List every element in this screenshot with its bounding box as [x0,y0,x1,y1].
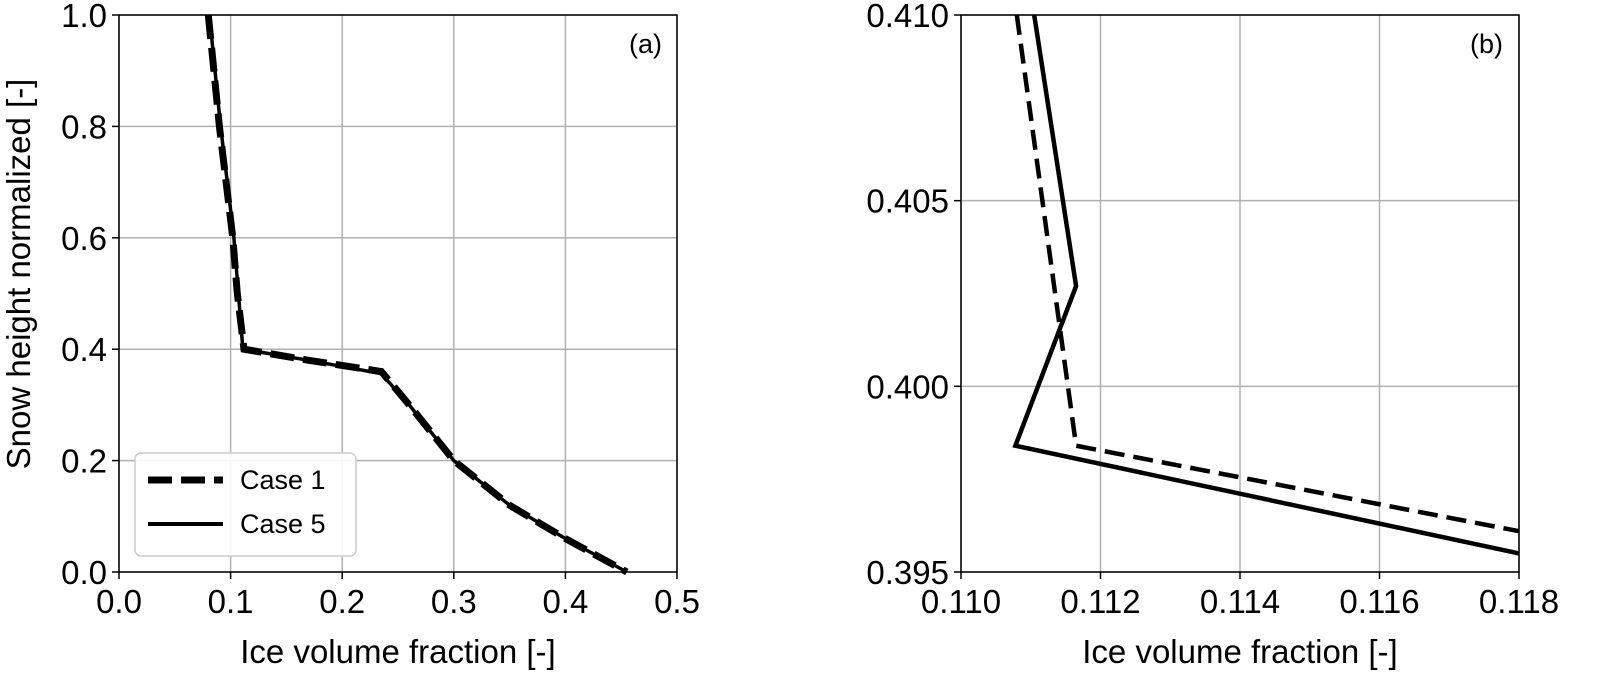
legend: Case 1 Case 5 [134,452,357,557]
x-tick-label: 0.4 [542,583,588,620]
x-tick-label: 0.2 [319,583,365,620]
x-axis-title-a: Ice volume fraction [-] [240,633,555,670]
series-line-case-5 [1012,14,1520,556]
y-tick-label: 0.395 [866,554,949,591]
x-tick-label: 0.110 [921,583,1001,620]
y-tick-label: 0.8 [61,108,107,145]
y-tick-label: 0.2 [61,443,107,480]
panel-label-b: (b) [1470,29,1503,59]
ticks-a: 0.0 0.1 0.2 0.3 0.4 0.5 0.0 0.2 0.4 0.6 0.8 1.0 [61,0,700,620]
x-tick-label: 0.0 [96,583,142,620]
x-tick-label: 0.5 [654,583,700,620]
y-tick-label: 0.405 [866,183,949,220]
lines-a [204,14,629,576]
x-tick-label: 0.3 [431,583,477,620]
y-tick-label: 1.0 [61,0,107,34]
legend-label-case-5: Case 5 [240,509,326,539]
y-tick-label: 0.6 [61,220,107,257]
series-line-case-5 [207,14,628,574]
x-tick-label: 0.116 [1339,583,1419,620]
lines-b [1012,14,1520,556]
y-tick-label: 0.4 [61,331,107,368]
y-tick-label: 0.400 [866,368,949,405]
x-tick-label: 0.1 [208,583,254,620]
x-tick-label: 0.114 [1200,583,1280,620]
panel-label-a: (a) [629,29,662,59]
plot-frame-a [118,14,678,573]
series-line-case-1 [1014,14,1520,534]
y-tick-label: 0.0 [61,554,107,591]
legend-label-case-1: Case 1 [240,465,326,495]
grid-b [960,14,1520,573]
x-tick-label: 0.112 [1060,583,1140,620]
x-tick-label: 0.118 [1479,583,1559,620]
panel-b: 0.110 0.112 0.114 0.116 0.118 0.395 0.400 0.405… [866,0,1559,670]
y-tick-label: 0.410 [866,0,949,34]
ticks-b: 0.110 0.112 0.114 0.116 0.118 0.395 0.400 0.405… [866,0,1559,620]
panel-a: 0.0 0.1 0.2 0.3 0.4 0.5 0.0 0.2 0.4 0.6 0.8 1.0 (a)… [0,0,700,670]
y-axis-title: Snow height normalized [-] [0,79,37,470]
x-axis-title-b: Ice volume fraction [-] [1082,633,1397,670]
